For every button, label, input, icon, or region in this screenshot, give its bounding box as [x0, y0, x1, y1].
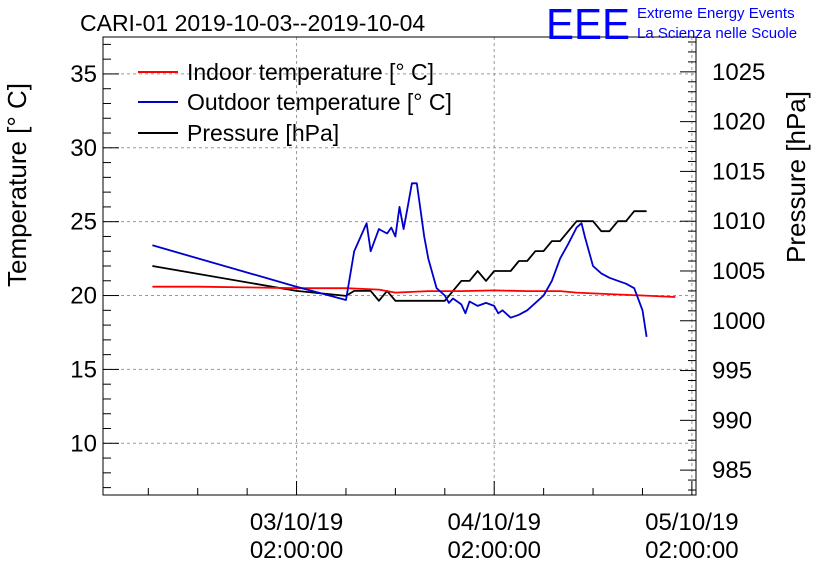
right-axis-tick-label: 1015 [712, 158, 765, 185]
right-axis-tick-label: 985 [712, 457, 752, 484]
x-axis-tick-label-date: 04/10/19 [448, 509, 541, 536]
right-axis-tick-label: 1025 [712, 59, 765, 86]
legend: Indoor temperature [° C] Outdoor temperat… [138, 59, 452, 146]
left-axis-tick-label: 25 [70, 209, 97, 236]
right-axis-tick-label: 1000 [712, 308, 765, 335]
grid [103, 37, 696, 495]
left-axis-tick-label: 20 [70, 283, 97, 310]
left-axis-tick-label: 10 [70, 430, 97, 457]
chart-title: CARI-01 2019-10-03--2019-10-04 [80, 10, 425, 36]
left-axis-tick-label: 30 [70, 135, 97, 162]
eee-logo-line2: La Scienza nelle Scuole [637, 25, 797, 42]
eee-logo-line1: Extreme Energy Events [637, 5, 795, 22]
x-axis-tick-label-time: 02:00:00 [448, 537, 541, 564]
legend-label: Indoor temperature [° C] [187, 59, 434, 85]
right-axis-tick-label: 995 [712, 358, 752, 385]
axes: 1015202530359859909951000100510101015102… [70, 41, 765, 564]
eee-logo-letters: EEE [546, 0, 630, 49]
x-axis-tick-label-date: 03/10/19 [250, 509, 343, 536]
y-axis-right-label: Pressure [hPa] [781, 91, 811, 263]
series-line-outdoor [152, 182, 648, 338]
series-line-pressure [152, 210, 647, 302]
right-axis-tick-label: 1020 [712, 109, 765, 136]
right-axis-tick-label: 1010 [712, 208, 765, 235]
legend-label: Pressure [hPa] [187, 120, 339, 146]
series-line-indoor [152, 285, 676, 298]
right-axis-tick-label: 990 [712, 407, 752, 434]
left-axis-tick-label: 35 [70, 61, 97, 88]
x-axis-tick-label-time: 02:00:00 [250, 537, 343, 564]
legend-label: Outdoor temperature [° C] [187, 89, 452, 115]
series-lines [152, 182, 676, 338]
left-axis-tick-label: 15 [70, 356, 97, 383]
y-axis-left-label: Temperature [° C] [2, 83, 32, 287]
x-axis-tick-label-time: 02:00:00 [645, 537, 738, 564]
x-axis-tick-label-date: 05/10/19 [645, 509, 738, 536]
right-axis-tick-label: 1005 [712, 258, 765, 285]
eee-logo: EEE Extreme Energy Events La Scienza nel… [546, 0, 797, 49]
